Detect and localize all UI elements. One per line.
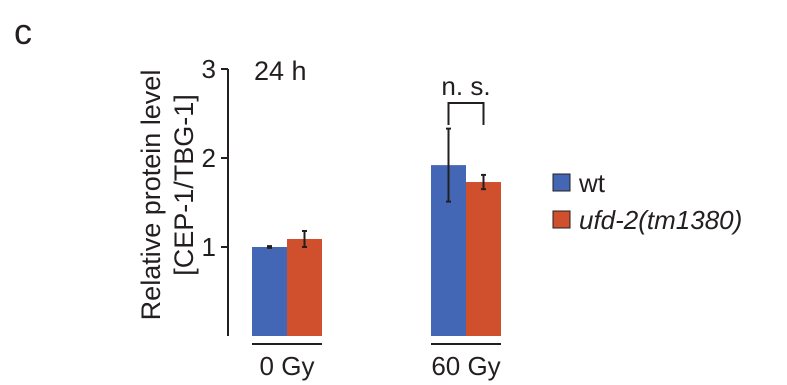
legend-swatch [552,210,571,229]
plot-area: 1 2 3 0 Gy 60 Gy n. s. [202,54,501,381]
significance-bracket [447,102,485,125]
y-axis-label: Relative protein level [CEP-1/TBG-1] [136,70,199,321]
x-tick-label: 0 Gy [260,351,315,381]
bar [252,247,287,336]
legend: wt ufd-2(tm1380) [552,168,742,235]
significance-label: n. s. [441,71,490,101]
legend-label: ufd-2(tm1380) [579,205,742,235]
bar [287,238,322,336]
legend-swatch [552,173,571,192]
time-annotation: 24 h [254,56,307,86]
y-tick-label: 2 [202,143,216,173]
x-tick-label: 60 Gy [431,351,500,381]
bar [466,182,501,336]
y-axis-label-line1: Relative protein level [136,70,166,321]
y-tick-label: 1 [202,232,216,262]
panel-letter: c [14,11,32,52]
legend-label: wt [578,168,606,198]
y-axis-label-line2: [CEP-1/TBG-1] [169,94,199,276]
y-tick-label: 3 [202,54,216,84]
